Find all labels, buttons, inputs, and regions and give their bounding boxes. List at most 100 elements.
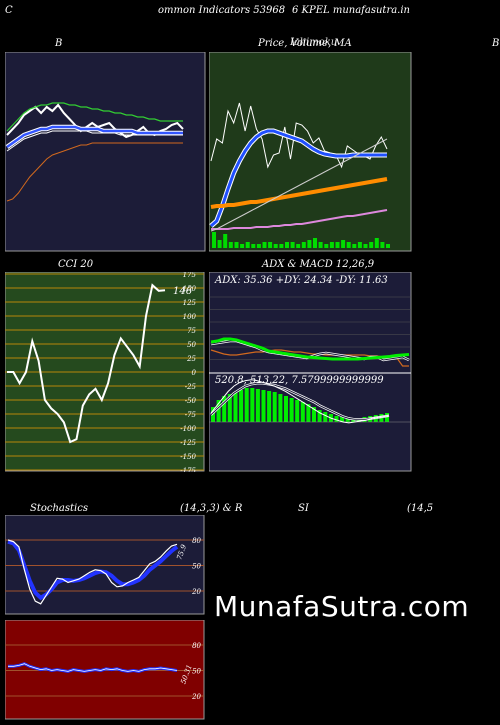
macd-hist-bar — [250, 388, 255, 422]
macd-line — [210, 379, 390, 424]
stoch-d-line — [7, 539, 179, 601]
rsi-tick-label: 20 — [191, 693, 201, 701]
macd-hist-bar — [317, 410, 322, 422]
volume-bar — [335, 242, 340, 248]
volume-bar — [245, 242, 250, 248]
volume-bar — [279, 244, 284, 248]
si-title: SI — [298, 503, 309, 514]
macd-hist-bar — [239, 390, 244, 422]
macd-hist-bar — [272, 392, 277, 422]
cci-bg — [5, 272, 205, 472]
volume-bar — [223, 234, 228, 248]
rsi-tick-label: 80 — [192, 642, 201, 650]
cci-tick-label: -75 — [185, 411, 197, 419]
volume-bar — [374, 238, 379, 248]
stoch-tick-label: 20 — [191, 588, 201, 596]
cci-tick-label: 25 — [186, 355, 196, 363]
cci-line — [7, 283, 166, 444]
cci-tick-label: 150 — [183, 285, 197, 293]
volume-bar — [352, 244, 357, 248]
price-series-3 — [211, 209, 388, 230]
rsi-tick-label: 50 — [192, 668, 201, 676]
adx-macd-chart: ADX: 35.36 +DY: 24.34 -DY: 11.63 520.8, … — [209, 272, 412, 472]
volume-bar — [228, 242, 233, 248]
watermark: MunafaSutra.com — [214, 590, 470, 623]
volume-bar — [268, 242, 273, 248]
volume-bar — [212, 232, 216, 248]
volume-bar — [273, 244, 278, 248]
cci-chart: 175 150 125 100 75 50 25 0 -25 -50 -75 -100 -125 -150… — [5, 272, 205, 472]
macd-hist-bar — [233, 392, 238, 422]
adx-line — [210, 337, 410, 361]
right-edge-title: B — [492, 38, 500, 49]
volume-bar — [301, 242, 306, 248]
rsi-line — [8, 663, 178, 672]
macd-hist-bar — [312, 407, 316, 422]
macd-hist-bar — [334, 416, 339, 422]
macd-hist-bar — [300, 402, 305, 422]
bollinger-bg — [5, 52, 206, 252]
volume-bar — [285, 242, 289, 248]
volume-bar — [240, 244, 245, 248]
bb-series-4 — [6, 142, 183, 202]
macd-hist-bar — [385, 413, 389, 422]
price-title: Price, Volume, MA — [258, 38, 352, 49]
macd-hist-bar — [323, 412, 328, 422]
volume-bar — [380, 242, 385, 248]
volume-bar — [234, 242, 239, 248]
macd-readout: 520.8, 513.22, 7.5799999999999 — [215, 375, 384, 386]
cci-tick-label: -100 — [180, 425, 196, 433]
bb-series-2 — [6, 125, 183, 149]
macd-hist-bar — [261, 390, 266, 422]
bb-series-1 — [6, 102, 183, 132]
cci-tick-label: 100 — [183, 313, 197, 321]
cci-tick-label: 175 — [183, 272, 197, 279]
volume-bar — [346, 242, 351, 248]
cci-tick-label: 125 — [183, 299, 197, 307]
bb-title: B — [55, 38, 63, 49]
macd-hist-bar — [340, 417, 345, 422]
adx-readout: ADX: 35.36 +DY: 24.34 -DY: 11.63 — [214, 275, 388, 286]
bb-series-3 — [6, 130, 183, 152]
header-center-b: 6 KPEL munafasutra.in — [292, 5, 410, 16]
macd-signal — [210, 382, 390, 420]
adx-bg — [209, 272, 412, 472]
volume-bar — [386, 244, 390, 248]
macd-hist-bar — [267, 391, 272, 422]
macd-hist-bar — [295, 400, 300, 422]
cci-tick-label: -150 — [180, 453, 196, 461]
volume-bar — [262, 242, 267, 248]
macd-hist-bar — [306, 404, 311, 422]
volume-bar — [256, 244, 261, 248]
stoch-tick-label: 80 — [192, 537, 201, 545]
cci-tick-label: -175 — [180, 467, 196, 472]
price-chart — [209, 52, 412, 252]
macd-hist-bar — [244, 388, 249, 422]
macd-hist-bar — [345, 418, 350, 422]
price-series-4 — [210, 138, 388, 232]
volume-bar — [329, 242, 334, 248]
macd-hist-bar — [227, 394, 232, 422]
cci-tick-label: 0 — [192, 369, 197, 377]
volume-bar — [318, 242, 323, 248]
volume-bar — [313, 238, 317, 248]
cci-tick-label: -125 — [180, 439, 196, 447]
volume-bar — [290, 242, 295, 248]
cci-tick-label: 50 — [187, 341, 196, 349]
volume-bar — [324, 244, 329, 248]
volume-bar — [357, 242, 362, 248]
macd-hist-bar — [278, 394, 283, 422]
macd-hist-bar — [216, 400, 221, 422]
cci-last-label: 146 — [173, 286, 193, 297]
volume-bar — [296, 244, 301, 248]
macd-hist-bar — [284, 396, 288, 422]
macd-hist-bar — [222, 396, 227, 422]
cci-title: CCI 20 — [58, 259, 94, 270]
header-left: C — [5, 5, 13, 16]
volume-bar — [251, 244, 256, 248]
cci-tick-label: 75 — [187, 327, 196, 335]
volume-bar — [369, 242, 374, 248]
header-center-a: ommon Indicators 53968 — [158, 5, 286, 16]
